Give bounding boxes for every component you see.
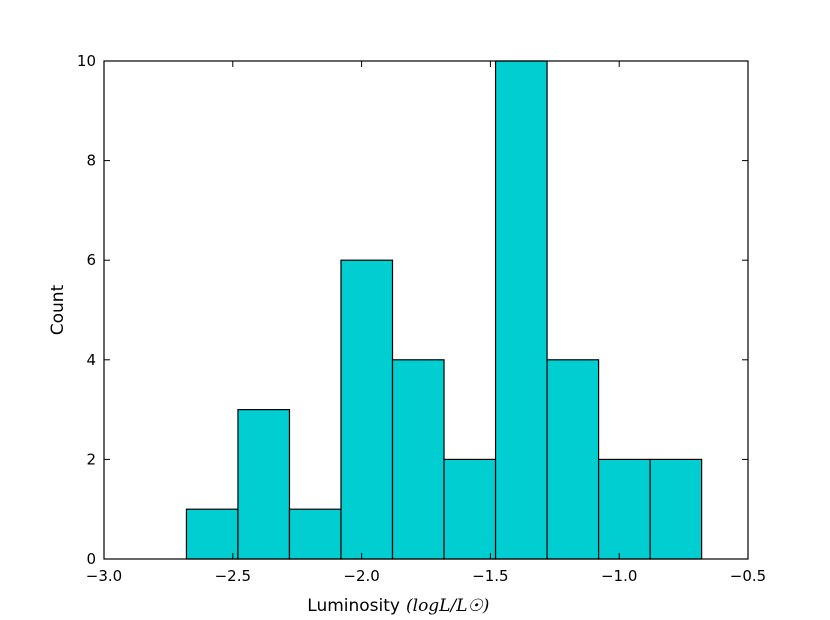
y-tick-label: 4 <box>86 351 96 369</box>
plot-frame <box>103 60 749 560</box>
x-tick-label: −1.0 <box>601 567 637 585</box>
y-tick-label: 8 <box>86 152 96 170</box>
histogram-bar-9 <box>597 458 651 560</box>
histogram-bar-7 <box>494 60 548 560</box>
histogram-bar-1 <box>185 508 239 560</box>
y-tick-label: 10 <box>77 52 96 70</box>
ticks-group <box>103 60 749 560</box>
x-tick-label: −1.5 <box>472 567 508 585</box>
y-tick-label: 6 <box>86 251 96 269</box>
histogram-bar-3 <box>288 508 342 560</box>
histogram-bar-5 <box>391 359 445 560</box>
histogram-bar-4 <box>340 259 394 560</box>
y-axis-label: Count <box>48 284 68 335</box>
x-tick-labels: −3.0 −2.5 −2.0 −1.5 −1.0 −0.5 <box>86 567 766 585</box>
histogram-bar-6 <box>443 458 497 560</box>
y-tick-label: 2 <box>86 450 96 468</box>
x-tick-label: −2.5 <box>215 567 251 585</box>
histogram-bar-10 <box>649 458 703 560</box>
x-tick-label: −0.5 <box>730 567 766 585</box>
histogram-bar-2 <box>237 409 291 560</box>
histogram-bar-8 <box>546 359 600 560</box>
x-axis-label-math: (logL/L☉) <box>406 596 489 616</box>
y-tick-label: 0 <box>86 550 96 568</box>
x-tick-label: −3.0 <box>86 567 122 585</box>
y-tick-labels: 0 2 4 6 8 10 <box>77 52 96 568</box>
bars-group <box>185 60 703 560</box>
x-tick-label: −2.0 <box>343 567 379 585</box>
x-axis-label: Luminosity <box>307 596 400 616</box>
